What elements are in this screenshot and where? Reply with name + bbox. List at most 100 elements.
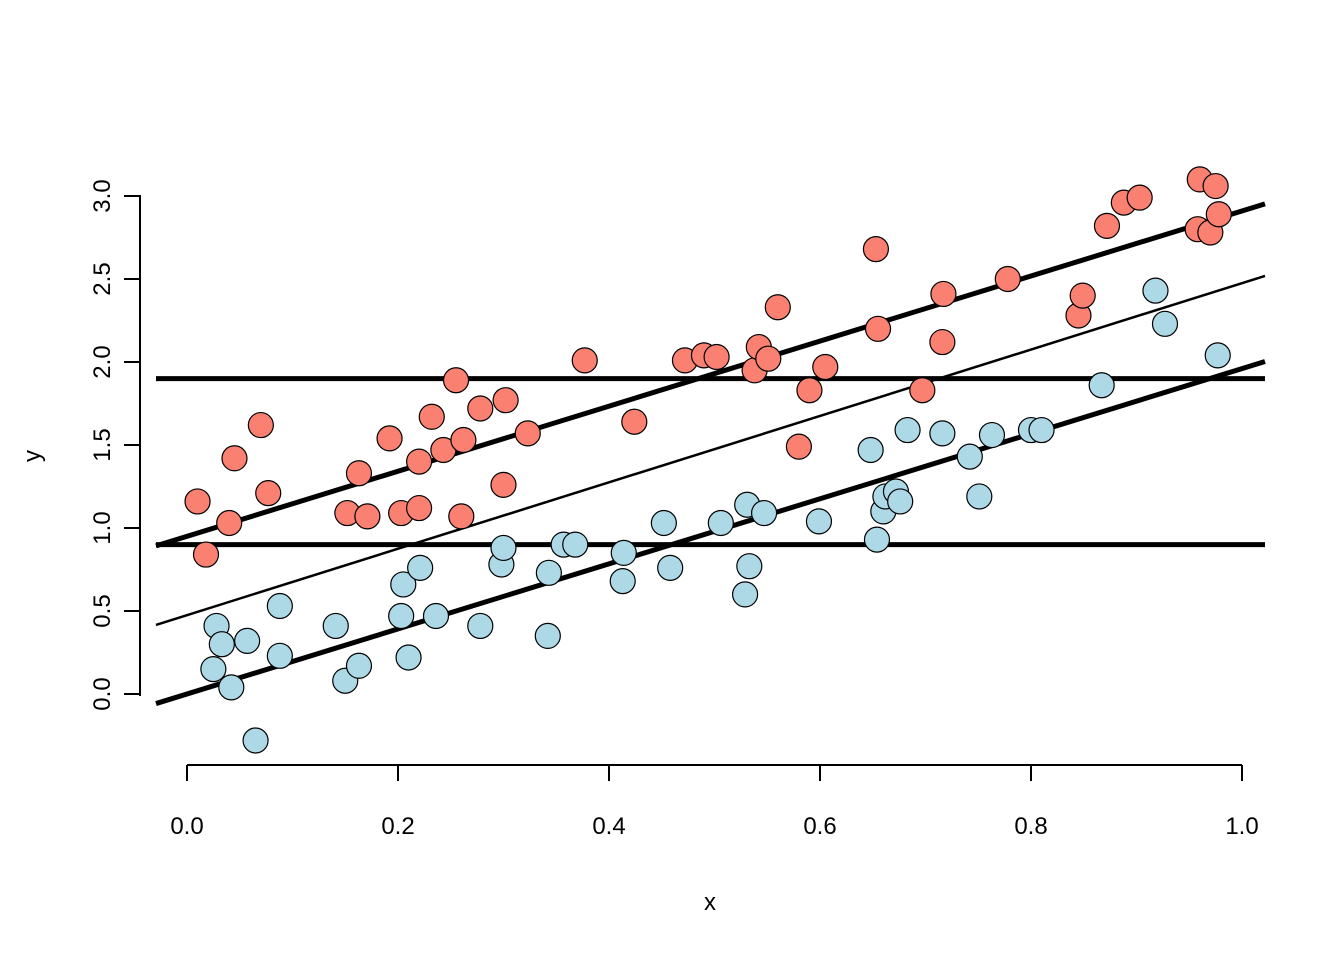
data-point-series-2: [887, 488, 914, 515]
data-point-series-2: [1028, 416, 1055, 444]
fit-line-1: [155, 274, 1266, 627]
data-point-series-1: [184, 488, 211, 515]
data-point-series-2: [805, 508, 833, 535]
data-point-series-1: [354, 503, 381, 530]
data-point-series-1: [930, 280, 957, 308]
data-points: [184, 166, 1232, 754]
data-point-series-1: [345, 460, 373, 487]
y-tick-label: 0.5: [89, 594, 116, 627]
y-tick-label: 1.0: [89, 511, 116, 544]
data-point-series-2: [894, 416, 921, 444]
data-point-series-2: [208, 631, 235, 658]
data-point-series-2: [1088, 372, 1115, 399]
x-tick-label: 0.6: [803, 813, 836, 840]
data-point-series-2: [467, 612, 494, 640]
data-point-series-2: [609, 568, 636, 595]
fit-lines: [155, 201, 1266, 706]
data-point-series-2: [750, 499, 778, 527]
data-point-series-2: [534, 622, 561, 650]
x-tick-label: 0.2: [381, 813, 414, 840]
data-point-series-2: [610, 539, 637, 567]
data-point-series-1: [909, 377, 936, 404]
data-point-series-2: [490, 534, 517, 562]
data-point-series-1: [448, 503, 475, 530]
data-point-series-2: [1142, 277, 1169, 304]
data-point-series-2: [234, 627, 261, 654]
data-point-series-1: [247, 411, 274, 439]
data-point-series-2: [266, 642, 293, 669]
data-point-series-2: [345, 652, 373, 679]
data-point-series-1: [1205, 201, 1232, 228]
data-point-series-1: [492, 387, 519, 414]
data-point-series-1: [418, 403, 445, 430]
data-point-series-2: [200, 655, 227, 683]
data-point-series-1: [1126, 184, 1153, 211]
data-point-series-2: [266, 592, 293, 620]
data-point-series-2: [390, 571, 417, 598]
data-point-series-1: [571, 347, 598, 374]
data-point-series-1: [1202, 172, 1229, 200]
data-point-series-2: [1151, 310, 1179, 337]
y-tick-label: 2.5: [89, 262, 116, 295]
fit-line-2: [155, 359, 1266, 706]
data-point-series-2: [242, 727, 269, 754]
data-point-series-2: [978, 421, 1006, 449]
data-point-series-1: [221, 445, 248, 472]
data-point-series-2: [407, 554, 434, 581]
data-point-series-1: [192, 541, 220, 568]
data-point-series-1: [467, 395, 494, 422]
data-point-series-2: [657, 554, 684, 581]
data-point-series-2: [966, 483, 993, 510]
data-point-series-1: [785, 433, 813, 460]
data-point-series-1: [1069, 282, 1096, 309]
data-point-series-1: [442, 367, 470, 394]
data-point-series-2: [956, 443, 983, 470]
data-point-series-2: [736, 553, 763, 580]
x-tick-label: 0.0: [170, 813, 203, 840]
x-axis-title: x: [704, 889, 716, 916]
data-point-series-2: [731, 581, 759, 608]
data-point-series-2: [929, 420, 956, 447]
data-point-series-1: [755, 345, 782, 372]
data-point-series-1: [216, 509, 243, 537]
x-tick-label: 0.4: [592, 813, 625, 840]
data-point-series-2: [707, 509, 734, 537]
data-point-series-1: [406, 448, 433, 475]
data-point-series-1: [812, 353, 839, 381]
data-point-series-2: [863, 526, 891, 553]
data-point-series-2: [535, 559, 562, 586]
y-tick-label: 3.0: [89, 179, 116, 212]
data-point-series-1: [929, 328, 956, 356]
y-axis-title: y: [19, 450, 46, 462]
x-tick-label: 1.0: [1225, 813, 1258, 840]
fit-line-0: [155, 201, 1266, 549]
data-point-series-2: [388, 602, 415, 630]
data-point-series-2: [857, 436, 884, 464]
y-tick-label: 2.0: [89, 345, 116, 378]
y-tick-label: 0.0: [89, 677, 116, 710]
data-point-series-1: [864, 315, 892, 342]
data-point-series-1: [796, 377, 823, 404]
data-point-series-2: [322, 612, 349, 640]
x-tick-label: 0.8: [1014, 813, 1047, 840]
data-point-series-1: [514, 420, 541, 447]
data-point-series-1: [764, 294, 791, 321]
data-point-series-1: [376, 425, 403, 452]
data-point-series-2: [422, 602, 450, 630]
data-point-series-1: [406, 494, 433, 522]
axes: 0.0 0.2 0.4 0.6 0.8 1.0 0.0 0.5 1.0 1.5 2.0 2.5 3.0: [89, 179, 1259, 840]
data-point-series-1: [994, 265, 1021, 293]
data-point-series-1: [255, 480, 282, 507]
data-point-series-2: [650, 509, 677, 537]
data-point-series-2: [562, 531, 589, 558]
data-point-series-1: [490, 471, 517, 498]
y-tick-label: 1.5: [89, 428, 116, 461]
data-point-series-2: [1204, 342, 1231, 369]
data-point-series-2: [395, 644, 422, 671]
data-point-series-1: [1093, 212, 1121, 239]
data-point-series-1: [621, 408, 648, 435]
data-point-series-1: [703, 343, 730, 371]
data-point-series-1: [862, 236, 890, 263]
data-point-series-1: [450, 426, 477, 454]
